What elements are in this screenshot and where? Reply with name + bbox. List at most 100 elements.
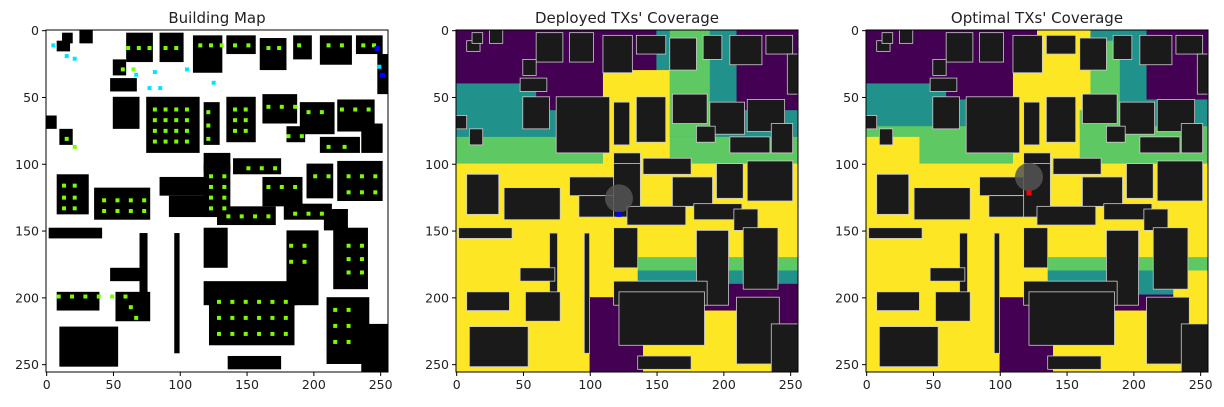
building (878, 128, 894, 146)
building (742, 227, 779, 290)
candidate-site (184, 139, 189, 144)
candidate-site (226, 214, 231, 219)
deployed-tx-site (152, 70, 157, 75)
deployed-tx-site (377, 64, 382, 69)
candidate-site (313, 174, 318, 179)
candidate-site (72, 183, 77, 188)
building (765, 34, 794, 55)
candidate-site (246, 43, 251, 48)
candidate-site (257, 315, 262, 320)
y-tick-label: 50 (843, 90, 859, 105)
candidate-site (266, 184, 271, 189)
candidate-site (184, 107, 189, 112)
candidate-site (243, 331, 248, 336)
candidate-site (243, 315, 248, 320)
building (56, 291, 100, 311)
building (635, 34, 667, 55)
x-tick-label: 200 (302, 377, 326, 392)
axes-ticks: 0 50 100 150 200 250 0 50 100 150 200 250 (15, 23, 392, 392)
candidate-site (163, 128, 168, 133)
candidate-site (62, 183, 67, 188)
building (1196, 53, 1208, 95)
candidate-site (239, 214, 244, 219)
y-tick-label: 100 (425, 157, 449, 172)
candidate-site (102, 198, 107, 203)
panel-title: Deployed TXs' Coverage (535, 9, 719, 27)
building (637, 355, 692, 370)
building (208, 291, 295, 346)
building (159, 176, 213, 196)
candidate-site (346, 339, 351, 344)
building (1045, 96, 1077, 143)
building (355, 35, 383, 55)
building (159, 32, 184, 63)
x-tick-label: 200 (712, 377, 736, 392)
panel-deployed-coverage: Deployed TXs' Coverage 0 50 100 150 200 250 0 5… (425, 9, 802, 392)
building (458, 227, 513, 239)
candidate-site (233, 43, 238, 48)
candidate-site (184, 128, 189, 133)
candidate-site (257, 299, 262, 304)
candidate-site (306, 211, 311, 216)
building (945, 32, 974, 63)
candidate-site (174, 107, 179, 112)
candidate-site (293, 104, 298, 109)
candidate-site (174, 46, 179, 51)
candidate-site (359, 257, 364, 262)
candidate-site (184, 118, 189, 123)
panel-building-map: Building Map 0 50 100 150 200 250 0 50 100 150 200… (15, 9, 392, 392)
candidate-site (102, 209, 107, 214)
selected-site (374, 46, 380, 52)
candidate-site (136, 46, 141, 51)
candidate-site (128, 198, 133, 203)
candidate-site (174, 118, 179, 123)
building (786, 53, 798, 95)
building (1139, 136, 1181, 154)
building (1139, 34, 1173, 66)
candidate-site (222, 195, 227, 200)
x-tick-label: 250 (1189, 377, 1213, 392)
y-tick-label: 100 (15, 157, 39, 172)
x-tick-label: 200 (1122, 377, 1146, 392)
candidate-site (163, 46, 168, 51)
y-tick-label: 200 (15, 290, 39, 305)
candidate-site (233, 118, 238, 123)
panel-title: Building Map (168, 9, 265, 27)
building (468, 326, 529, 368)
building (1156, 160, 1204, 202)
building (139, 233, 148, 295)
x-tick-label: 0 (43, 377, 51, 392)
building (669, 37, 697, 71)
building (1052, 157, 1102, 175)
building (878, 326, 939, 368)
building (935, 291, 971, 322)
deployed-tx-site (64, 54, 69, 59)
candidate-site (279, 104, 284, 109)
plot-area (866, 30, 1208, 372)
building (569, 32, 595, 63)
candidate-site (319, 110, 324, 115)
building (672, 176, 713, 207)
y-tick-label: 200 (835, 290, 859, 305)
panel-optimal-coverage: Optimal TXs' Coverage 0 50 100 150 200 250 0 50… (835, 9, 1212, 392)
building (709, 101, 745, 135)
building (203, 227, 228, 268)
building (1180, 123, 1204, 154)
candidate-site (120, 67, 125, 72)
building (79, 30, 93, 44)
candidate-site (208, 43, 213, 48)
plot-area (46, 30, 388, 372)
building (993, 232, 1000, 354)
candidate-site (342, 144, 347, 149)
building (1036, 205, 1097, 226)
candidate-site (319, 211, 324, 216)
buildings-layer (46, 30, 388, 372)
building (770, 123, 794, 154)
building (112, 59, 127, 76)
building (549, 232, 558, 295)
candidate-site (163, 107, 168, 112)
building (932, 58, 947, 76)
x-tick-label: 0 (863, 377, 871, 392)
candidate-site (297, 43, 302, 48)
selected-site (379, 72, 385, 78)
